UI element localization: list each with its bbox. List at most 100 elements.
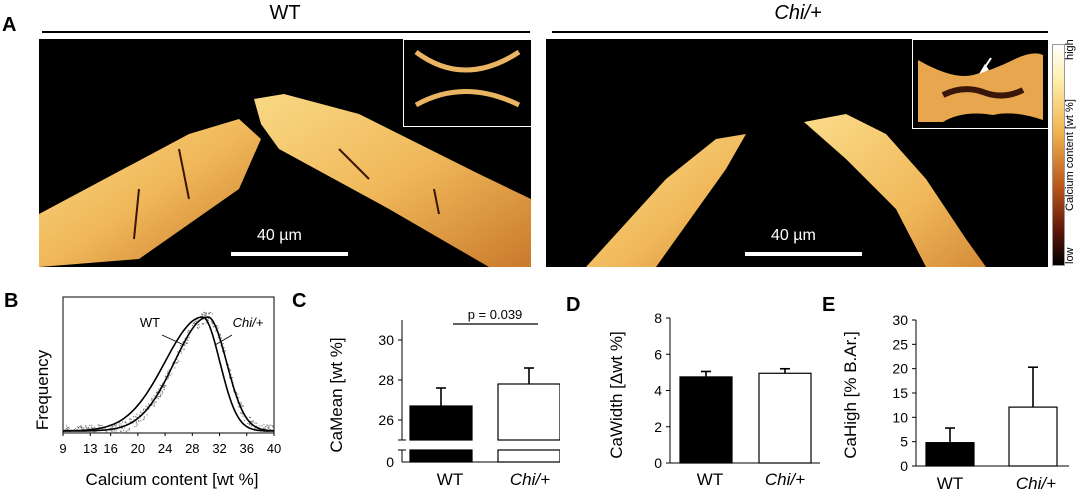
histogram-point bbox=[203, 312, 205, 314]
cawidth-bar-1 bbox=[758, 372, 812, 464]
histogram-point bbox=[248, 422, 250, 424]
histogram-point bbox=[114, 424, 116, 426]
histogram-point bbox=[118, 422, 120, 424]
histogram-point bbox=[251, 420, 253, 422]
histogram-point bbox=[113, 429, 115, 431]
histogram-point bbox=[147, 406, 149, 408]
cawidth-ytick-label: 6 bbox=[654, 346, 662, 362]
histogram-point bbox=[151, 399, 153, 401]
histogram-point bbox=[158, 396, 160, 398]
histogram-point bbox=[66, 427, 68, 429]
cahigh-ytick-label: 15 bbox=[892, 385, 908, 401]
histogram-point bbox=[197, 328, 199, 330]
histogram-point bbox=[158, 388, 160, 390]
histogram-legend-wt: WT bbox=[140, 315, 160, 330]
histogram-point bbox=[121, 428, 123, 430]
histogram-point bbox=[148, 408, 150, 410]
histogram-point bbox=[242, 415, 244, 417]
cahigh-ytick-label: 10 bbox=[892, 409, 908, 425]
histogram-point bbox=[83, 427, 85, 429]
histogram-point bbox=[194, 323, 196, 325]
histogram-point bbox=[207, 319, 209, 321]
histogram-xtick-label: 24 bbox=[158, 441, 172, 456]
histogram-point bbox=[136, 425, 138, 427]
cawidth-ytick-label: 4 bbox=[654, 383, 662, 399]
camean-ylabel: CaMean [wt %] bbox=[327, 337, 346, 452]
histogram-point bbox=[271, 424, 273, 426]
histogram-series-chi bbox=[63, 316, 275, 432]
histogram-point bbox=[213, 326, 215, 328]
camean-ytick-label: 26 bbox=[378, 412, 394, 428]
histogram-xtick-label: 40 bbox=[267, 441, 281, 456]
histogram-point bbox=[266, 425, 268, 427]
histogram-point bbox=[184, 337, 186, 339]
histogram-point bbox=[264, 432, 266, 434]
histogram-point bbox=[202, 313, 204, 315]
histogram-point bbox=[242, 413, 244, 415]
panel-letter-a: A bbox=[2, 14, 17, 36]
colorbar-low-label: low bbox=[1064, 247, 1076, 264]
histogram-point bbox=[162, 386, 164, 388]
cahigh-ytick-label: 20 bbox=[892, 361, 908, 377]
histogram-point bbox=[75, 428, 77, 430]
histogram-point bbox=[136, 413, 138, 415]
histogram-point bbox=[143, 416, 145, 418]
histogram-point bbox=[105, 430, 107, 432]
histogram-point bbox=[140, 420, 142, 422]
histogram-point bbox=[261, 425, 263, 427]
histogram-point bbox=[80, 426, 82, 428]
histogram-point bbox=[156, 392, 158, 394]
histogram-point bbox=[187, 330, 189, 332]
histogram-point bbox=[66, 432, 68, 434]
histogram-xtick-label: 32 bbox=[212, 441, 226, 456]
histogram-point bbox=[183, 348, 185, 350]
histogram-point bbox=[201, 313, 203, 315]
cahigh-bar-1 bbox=[1008, 406, 1058, 467]
histogram-point bbox=[178, 360, 180, 362]
histogram-point bbox=[161, 390, 163, 392]
histogram-point bbox=[159, 392, 161, 394]
histogram-point bbox=[141, 412, 143, 414]
histogram-point bbox=[205, 314, 207, 316]
histogram-point bbox=[116, 429, 118, 431]
camean-bar-stub-1 bbox=[497, 449, 560, 463]
histogram-point bbox=[110, 430, 112, 432]
histogram-point bbox=[88, 427, 90, 429]
histogram-point bbox=[144, 408, 146, 410]
histogram-point bbox=[123, 429, 125, 431]
histogram-point bbox=[80, 425, 82, 427]
cahigh-ytick-label: 0 bbox=[900, 458, 908, 474]
histogram-point bbox=[91, 432, 93, 434]
histogram-point bbox=[166, 372, 168, 374]
histogram-point bbox=[130, 419, 132, 421]
histogram-point bbox=[87, 427, 89, 429]
histogram-point bbox=[91, 424, 93, 426]
histogram-point bbox=[132, 416, 134, 418]
camean-axis-break bbox=[398, 439, 406, 451]
cahigh-bar-0 bbox=[925, 442, 975, 467]
histogram-point bbox=[102, 427, 104, 429]
histogram-xtick-label: 13 bbox=[83, 441, 97, 456]
histogram-point bbox=[228, 368, 230, 370]
histogram-point bbox=[222, 350, 224, 352]
histogram-point bbox=[156, 396, 158, 398]
histogram-point bbox=[224, 350, 226, 352]
colorbar bbox=[1052, 44, 1065, 266]
histogram-point bbox=[177, 351, 179, 353]
histogram-point bbox=[95, 431, 97, 433]
histogram-point bbox=[67, 432, 69, 434]
histogram-point bbox=[193, 322, 195, 324]
histogram-point bbox=[84, 432, 86, 434]
histogram-point bbox=[127, 429, 129, 431]
wt-group-title: WT bbox=[269, 2, 301, 24]
histogram-point bbox=[104, 432, 106, 434]
histogram-point bbox=[240, 413, 242, 415]
histogram-point bbox=[205, 317, 207, 319]
camean-ytick-label: 30 bbox=[378, 332, 394, 348]
histogram-point bbox=[77, 426, 79, 428]
histogram-point bbox=[121, 425, 123, 427]
histogram-point bbox=[128, 427, 130, 429]
cawidth-ylabel: CaWidth [Δwt %] bbox=[607, 331, 626, 459]
histogram-point bbox=[119, 425, 121, 427]
histogram-point bbox=[240, 401, 242, 403]
